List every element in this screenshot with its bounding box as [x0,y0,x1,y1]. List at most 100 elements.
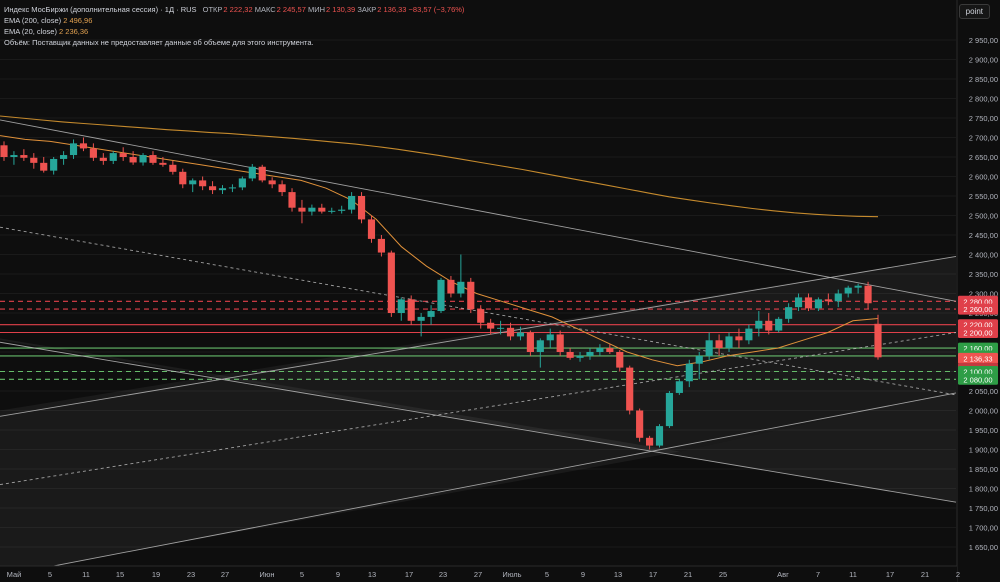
time-axis[interactable]: Май 5 11 15 19 23 27 Июн 5 9 13 17 23 27 Июль 5 9 13 17 21 2… [0,565,960,582]
candle-body [139,155,147,163]
price-badge-bg [958,327,998,338]
candle-body [397,299,405,313]
candle-body [785,307,793,319]
ema200-label: EMA (200, close) [4,16,62,25]
candle [139,153,147,166]
time-tick-label: 27 [474,570,482,579]
trendlines[interactable] [0,119,957,577]
time-tick-label: 23 [187,570,195,579]
candle [328,207,336,214]
legend-ema20-row[interactable]: EMA (20, close) 2 236,36 [4,26,464,37]
price-badge: 2 200,00 [958,327,998,338]
time-tick-label: 21 [921,570,929,579]
candle [526,330,534,356]
price-axis-bg [957,0,1000,582]
candle [467,277,475,313]
time-tick-label: 27 [221,570,229,579]
ema20-label: EMA (20, close) [4,27,57,36]
low-label: МИН [307,5,326,14]
ema200-line [0,115,879,218]
legend-ohlc-row: Индекс МосБиржи (дополнительная сессия) … [4,4,464,15]
candle-body [328,210,336,212]
time-axis-bg [0,566,957,582]
candle [189,178,197,193]
time-tick-label: 13 [614,570,622,579]
candle-body [199,180,207,187]
price-tick-label: 2 650,00 [969,153,998,162]
candle [814,297,822,312]
price-tick-label: 2 850,00 [969,75,998,84]
change-value: −83,57 (−3,76%) [408,5,465,14]
candle [785,303,793,323]
time-tick-label: 19 [152,570,160,579]
candle-body [844,287,852,294]
price-tick-label: 2 050,00 [969,387,998,396]
legend-volume-row: Объём: Поставщик данных не предоставляет… [4,37,464,48]
candle [338,205,346,214]
price-badge-text: 2 136,33 [963,354,992,363]
price-tick-label: 2 600,00 [969,173,998,182]
price-tick-label: 2 450,00 [969,231,998,240]
ema20-value: 2 236,36 [59,27,89,36]
candle [278,180,286,196]
candle-body [715,340,723,349]
candle [30,153,38,169]
candle-body [556,334,564,352]
price-tick-label: 2 750,00 [969,114,998,123]
candle [616,350,624,372]
time-tick-label: Авг [777,570,789,579]
candle [715,334,723,356]
point-button[interactable]: point [958,4,990,19]
candle-body [109,153,117,161]
candle [566,348,574,360]
candle [79,137,88,152]
candle [109,151,117,165]
candle-body [208,186,217,191]
time-tick-label: Май [7,570,22,579]
time-tick-label: 25 [719,570,727,579]
candle [874,314,882,360]
candle [457,254,465,298]
candle-body [288,192,296,208]
candle [645,435,654,450]
candle [218,185,227,195]
price-badge: 2 136,33 [958,352,998,364]
candle [387,250,395,317]
price-axis[interactable]: 1 650,00 1 700,00 1 750,00 1 800,00 1 850,00… [956,0,1000,582]
price-badge-text: 2 100,00 [963,368,992,377]
time-tick-label: 17 [405,570,413,579]
price-tick-label: 1 850,00 [969,465,998,474]
close-value: 2 136,33 [377,5,407,14]
price-tick-label: 2 700,00 [969,134,998,143]
candle [437,277,445,313]
candle [377,235,385,257]
price-tick-label: 1 900,00 [969,446,998,455]
price-badge: 2 080,00 [958,373,998,385]
candle-body [129,157,137,163]
candle-body [278,184,286,193]
candle-body [69,143,78,156]
candle-body [586,352,594,356]
candle [844,285,852,298]
candle-body [804,297,813,309]
candle-body [506,327,515,337]
candle-body [725,336,733,349]
candle-body [228,187,237,189]
candle-body [695,355,703,364]
candle-body [864,285,872,304]
candle-body [665,392,674,427]
price-badge-text: 2 200,00 [963,329,992,338]
legend-ema200-row[interactable]: EMA (200, close) 2 496,96 [4,15,464,26]
candle-body [427,311,435,317]
candle-body [189,180,197,185]
time-tick-label: 2 [956,570,960,579]
price-tick-label: 1 800,00 [969,485,998,494]
candle [238,176,246,191]
time-tick-label: 15 [116,570,124,579]
candle-body [60,155,68,159]
price-badge-text: 2 160,00 [963,344,992,353]
price-tick-label: 2 300,00 [969,290,998,299]
instrument-title[interactable]: Индекс МосБиржи (дополнительная сессия) … [4,5,197,14]
candle-body [854,285,862,288]
